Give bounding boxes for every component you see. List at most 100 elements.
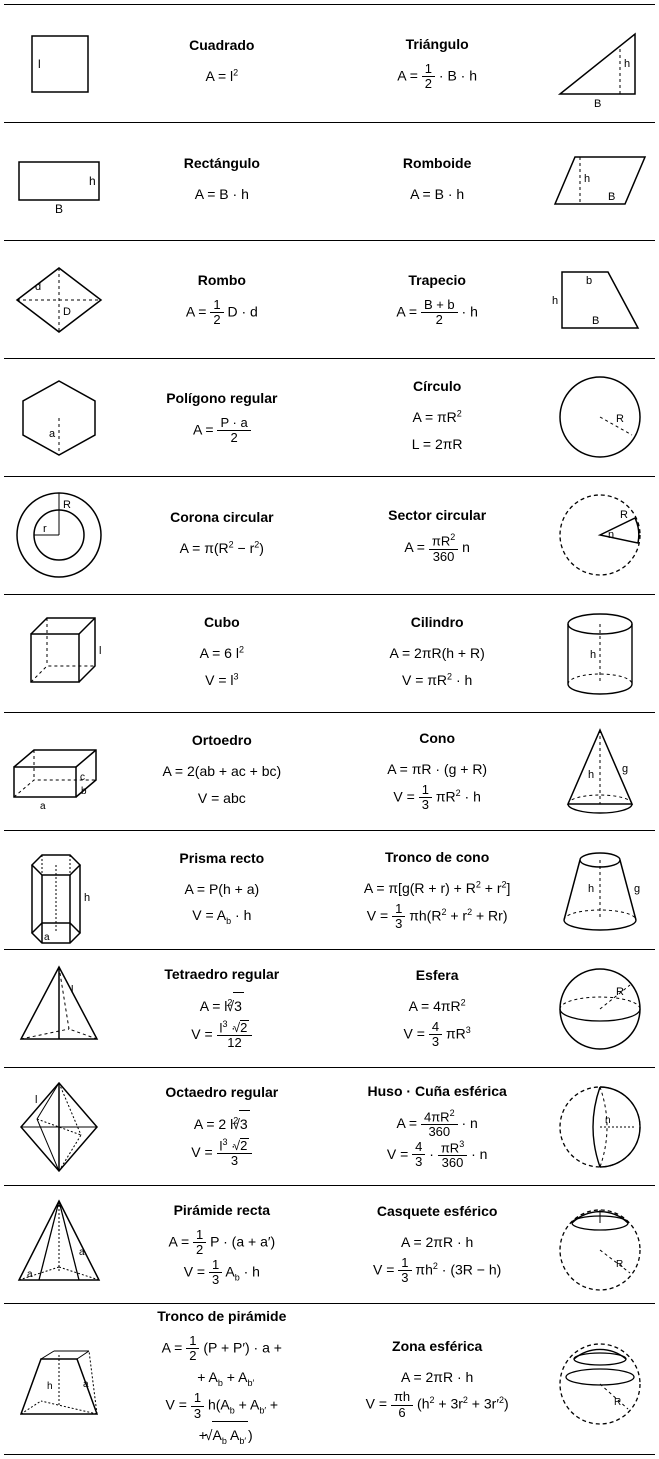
shape-formula: A = 4πR2V = 43 πR3: [331, 993, 542, 1049]
svg-text:B: B: [608, 191, 615, 203]
svg-text:g: g: [634, 883, 640, 895]
svg-text:a: a: [44, 932, 50, 943]
shape-name: Polígono regular: [116, 390, 327, 406]
formula-cell-left: Pirámide recta A = 12 P · (a + a′)V = 13…: [114, 1186, 329, 1304]
shape-formula: A = B · h: [116, 181, 327, 208]
svg-text:n: n: [605, 1115, 611, 1126]
svg-text:R: R: [616, 413, 624, 425]
svg-text:R: R: [614, 1397, 621, 1408]
table-row: lCubo A = 6 l2V = l3Cilindro A = 2πR(h +…: [4, 595, 655, 713]
figure-right: hg: [545, 831, 655, 950]
shape-formula: A = l2: [116, 63, 327, 90]
figure-right: hB: [545, 123, 655, 241]
figure-right: R: [545, 1304, 655, 1455]
figure-left: Rr: [4, 477, 114, 595]
formula-cell-right: Triángulo A = 12 · B · h: [329, 5, 544, 123]
svg-text:l: l: [99, 645, 101, 657]
svg-text:R: R: [616, 986, 624, 998]
shape-formula: A = 2 l23V = l3 · 23: [116, 1110, 327, 1169]
figure-left: ha: [4, 1304, 114, 1455]
svg-text:c: c: [80, 772, 85, 783]
svg-text:a: a: [27, 1269, 33, 1280]
formula-cell-left: Tetraedro regular A = l23V = l3 · 212: [114, 950, 329, 1068]
figure-right: Rn: [545, 477, 655, 595]
shape-formula: A = B + b2 · h: [331, 298, 542, 328]
svg-text:h: h: [584, 173, 590, 185]
formula-cell-right: Sector circular A = πR2360 n: [329, 477, 544, 595]
svg-text:h: h: [84, 892, 90, 904]
shape-name: Romboide: [331, 155, 542, 171]
formula-cell-right: Cilindro A = 2πR(h + R)V = πR2 · h: [329, 595, 544, 713]
shape-name: Círculo: [331, 378, 542, 394]
formula-cell-right: Tronco de cono A = π[g(R + r) + R2 + r2]…: [329, 831, 544, 950]
svg-text:g: g: [622, 763, 628, 775]
shape-name: Huso · Cuña esférica: [331, 1083, 542, 1099]
formula-cell-left: Octaedro regular A = 2 l23V = l3 · 23: [114, 1068, 329, 1186]
svg-text:h: h: [624, 58, 630, 70]
shape-name: Cono: [331, 730, 542, 746]
figure-right: R: [545, 950, 655, 1068]
shape-formula: A = l23V = l3 · 212: [116, 992, 327, 1051]
shape-formula: A = πR2360 n: [331, 533, 542, 564]
shape-formula: A = π(R2 − r2): [116, 535, 327, 562]
formula-cell-left: Ortoedro A = 2(ab + ac + bc)V = abc: [114, 713, 329, 831]
formula-cell-right: Casquete esférico A = 2πR · hV = 13 πh2 …: [329, 1186, 544, 1304]
figure-left: l: [4, 950, 114, 1068]
svg-text:B: B: [592, 315, 599, 327]
formula-cell-right: Huso · Cuña esférica A = 4πR2360 · nV = …: [329, 1068, 544, 1186]
figure-left: abc: [4, 713, 114, 831]
svg-text:B: B: [594, 98, 601, 109]
shape-formula: A = 12 · B · h: [331, 62, 542, 92]
figure-left: l: [4, 1068, 114, 1186]
shape-name: Triángulo: [331, 36, 542, 52]
shape-formula: A = P · a2: [116, 416, 327, 446]
formula-cell-left: Rectángulo A = B · h: [114, 123, 329, 241]
shape-formula: A = 6 l2V = l3: [116, 640, 327, 693]
svg-text:n: n: [608, 529, 614, 541]
shape-name: Tronco de pirámide: [116, 1308, 327, 1324]
svg-text:h: h: [588, 769, 594, 781]
shape-formula: A = 2πR(h + R)V = πR2 · h: [331, 640, 542, 693]
svg-text:B: B: [55, 202, 63, 216]
formula-cell-right: Trapecio A = B + b2 · h: [329, 241, 544, 359]
figure-left: hB: [4, 123, 114, 241]
table-row: RrCorona circular A = π(R2 − r2)Sector c…: [4, 477, 655, 595]
svg-text:b: b: [586, 275, 592, 287]
shape-name: Prisma recto: [116, 850, 327, 866]
shape-formula: A = 12 (P + P′) · a + + Ab + Ab′V = 13 h…: [116, 1334, 327, 1450]
shape-formula: A = P(h + a)V = Ab · h: [116, 876, 327, 930]
figure-right: R: [545, 1186, 655, 1304]
shape-formula: A = 12 P · (a + a′)V = 13 Ab · h: [116, 1228, 327, 1287]
svg-text:a: a: [49, 428, 56, 440]
formula-cell-right: Círculo A = πR2L = 2πR: [329, 359, 544, 477]
shape-formula: A = 12 D · d: [116, 298, 327, 328]
shape-formula: A = πR · (g + R)V = 13 πR2 · h: [331, 756, 542, 812]
shape-formula: A = B · h: [331, 181, 542, 208]
figure-right: n: [545, 1068, 655, 1186]
shape-name: Trapecio: [331, 272, 542, 288]
svg-text:R: R: [616, 1259, 623, 1270]
svg-text:l: l: [35, 1094, 37, 1106]
formula-cell-left: Polígono regular A = P · a2: [114, 359, 329, 477]
table-row: l Octaedro regular A = 2 l23V = l3 · 23Hu…: [4, 1068, 655, 1186]
formula-cell-right: Esfera A = 4πR2V = 43 πR3: [329, 950, 544, 1068]
shape-name: Ortoedro: [116, 732, 327, 748]
figure-left: l: [4, 5, 114, 123]
formula-cell-right: Zona esférica A = 2πR · hV = πh6 (h2 + 3…: [329, 1304, 544, 1455]
figure-left: dD: [4, 241, 114, 359]
shape-name: Sector circular: [331, 507, 542, 523]
shape-name: Corona circular: [116, 509, 327, 525]
svg-text:a: a: [83, 1379, 89, 1390]
svg-text:D: D: [63, 306, 71, 318]
svg-text:R: R: [63, 499, 71, 511]
svg-text:h: h: [47, 1381, 53, 1392]
shape-name: Zona esférica: [331, 1338, 542, 1354]
formula-cell-left: Tronco de pirámide A = 12 (P + P′) · a +…: [114, 1304, 329, 1455]
table-row: dDRombo A = 12 D · dTrapecio A = B + b2 …: [4, 241, 655, 359]
table-row: lTetraedro regular A = l23V = l3 · 212Es…: [4, 950, 655, 1068]
figure-right: R: [545, 359, 655, 477]
shape-name: Rombo: [116, 272, 327, 288]
svg-text:b: b: [81, 786, 87, 797]
svg-text:h: h: [590, 649, 596, 661]
formula-cell-right: Cono A = πR · (g + R)V = 13 πR2 · h: [329, 713, 544, 831]
